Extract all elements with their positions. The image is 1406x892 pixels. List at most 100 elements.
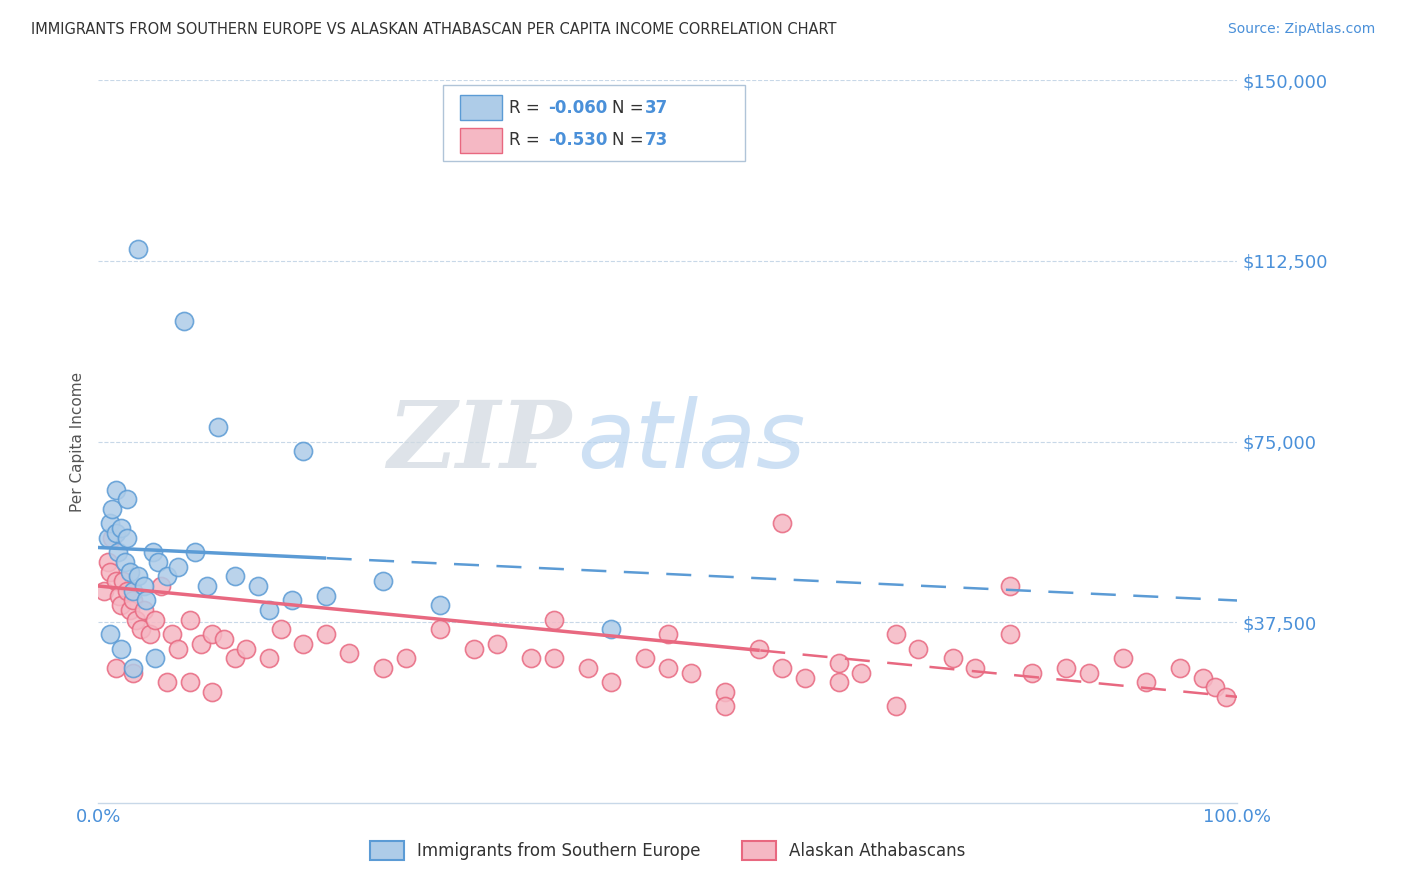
Point (110, 641, 132, 656)
Point (907, 641, 929, 656)
Point (851, 665, 873, 680)
Legend: Immigrants from Southern Europe, Alaskan Athabascans: Immigrants from Southern Europe, Alaskan… (364, 834, 972, 867)
Point (793, 671, 815, 685)
Point (195, 579, 218, 593)
Point (1170, 661, 1192, 675)
Point (104, 483, 127, 497)
Point (108, 589, 131, 603)
Point (121, 593, 143, 607)
Point (828, 675, 851, 690)
Point (281, 593, 304, 607)
Point (543, 651, 565, 665)
Point (114, 555, 136, 569)
Point (212, 632, 235, 646)
Point (337, 647, 360, 661)
Point (162, 627, 184, 641)
Point (110, 521, 132, 535)
Text: Source: ZipAtlas.com: Source: ZipAtlas.com (1227, 22, 1375, 37)
Point (714, 699, 737, 714)
Text: -0.060: -0.060 (548, 99, 607, 117)
Point (292, 637, 315, 651)
Point (156, 569, 179, 583)
Point (828, 656, 851, 670)
Point (101, 531, 124, 545)
Point (207, 420, 229, 434)
Point (132, 603, 155, 617)
Point (179, 613, 201, 627)
Text: R =: R = (509, 99, 546, 117)
Point (121, 583, 143, 598)
Point (315, 627, 337, 641)
Point (98, 516, 121, 531)
Point (150, 579, 173, 593)
Point (543, 613, 565, 627)
Text: ZIP: ZIP (387, 397, 571, 486)
Point (371, 574, 394, 589)
Point (167, 641, 190, 656)
Point (127, 242, 149, 256)
Point (98, 627, 121, 641)
Point (1204, 680, 1226, 694)
Point (115, 531, 138, 545)
Point (121, 661, 143, 675)
Point (965, 661, 987, 675)
Point (120, 603, 142, 617)
Point (429, 623, 451, 637)
Point (110, 599, 132, 613)
Point (1078, 665, 1101, 680)
Point (998, 579, 1021, 593)
Point (998, 627, 1021, 641)
Point (107, 545, 129, 559)
Point (429, 599, 451, 613)
Point (486, 637, 509, 651)
Text: R =: R = (509, 131, 546, 149)
Text: N =: N = (612, 131, 648, 149)
Point (884, 699, 907, 714)
Point (96, 555, 118, 569)
Point (132, 579, 155, 593)
Point (145, 613, 167, 627)
Point (657, 627, 679, 641)
Point (112, 574, 135, 589)
Point (371, 661, 394, 675)
Point (224, 651, 246, 665)
Point (1056, 661, 1078, 675)
Point (942, 651, 965, 665)
Point (121, 665, 143, 680)
Point (96, 531, 118, 545)
Point (600, 623, 623, 637)
Point (235, 641, 257, 656)
Point (270, 623, 292, 637)
Point (259, 651, 281, 665)
Point (395, 651, 418, 665)
Point (138, 627, 160, 641)
Point (173, 314, 195, 328)
Point (1135, 675, 1157, 690)
Point (1021, 665, 1043, 680)
Point (184, 545, 207, 559)
Point (115, 583, 138, 598)
Point (104, 526, 127, 541)
Point (179, 675, 201, 690)
Point (576, 661, 599, 675)
Point (714, 685, 737, 699)
Point (520, 651, 543, 665)
Text: -0.530: -0.530 (548, 131, 607, 149)
Y-axis label: Per Capita Income: Per Capita Income (70, 371, 86, 512)
Point (129, 623, 152, 637)
Point (748, 641, 770, 656)
Point (93, 583, 115, 598)
Point (634, 651, 657, 665)
Point (146, 555, 169, 569)
Text: atlas: atlas (576, 396, 806, 487)
Point (201, 685, 224, 699)
Point (142, 545, 165, 559)
Point (1192, 671, 1215, 685)
Point (770, 516, 793, 531)
Point (600, 675, 623, 690)
Point (292, 444, 315, 458)
Point (190, 637, 212, 651)
Point (315, 589, 337, 603)
Text: 73: 73 (645, 131, 669, 149)
Text: N =: N = (612, 99, 648, 117)
